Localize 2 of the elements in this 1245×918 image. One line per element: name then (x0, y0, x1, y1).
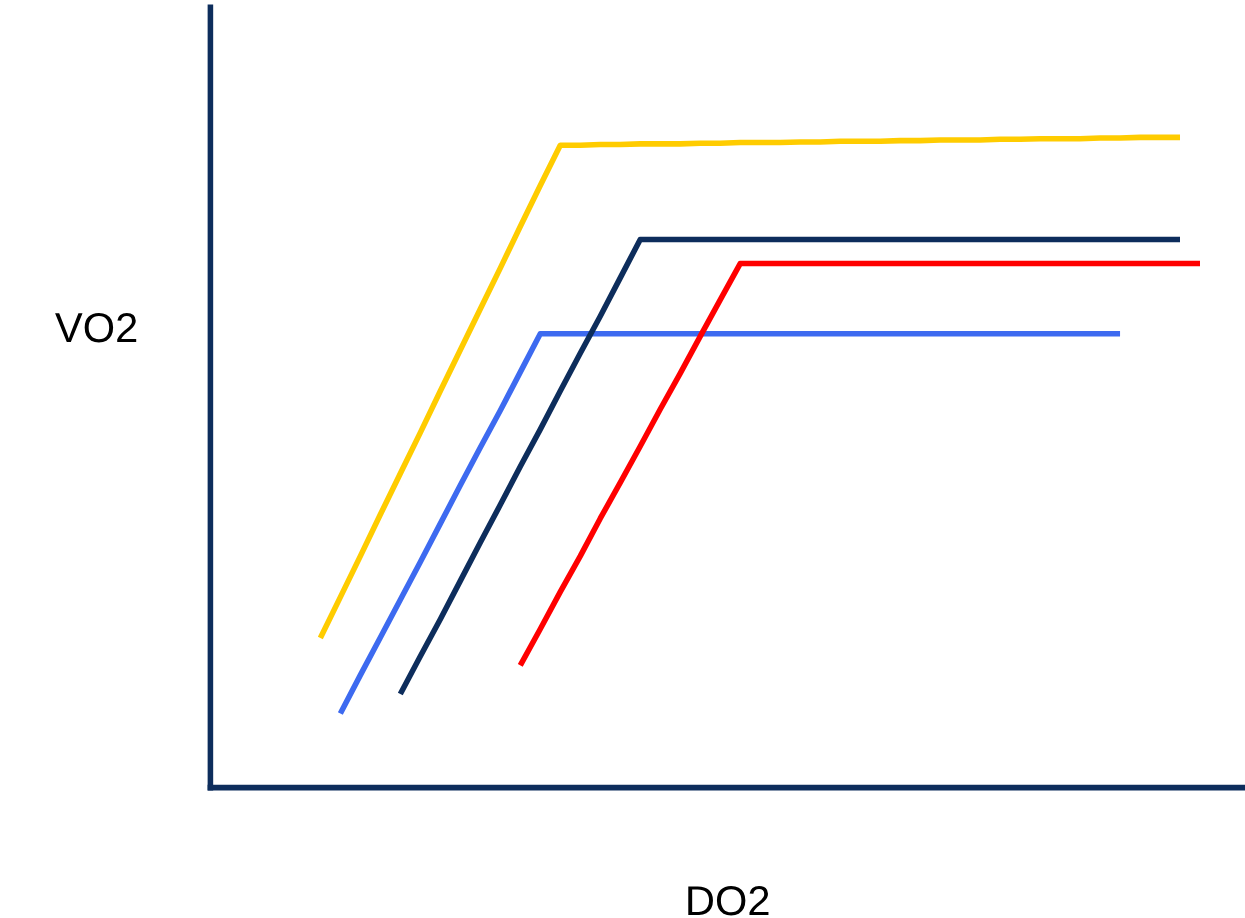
y-axis-title: VO2 (55, 312, 137, 343)
x-axis-title: DO2 (688, 885, 769, 916)
